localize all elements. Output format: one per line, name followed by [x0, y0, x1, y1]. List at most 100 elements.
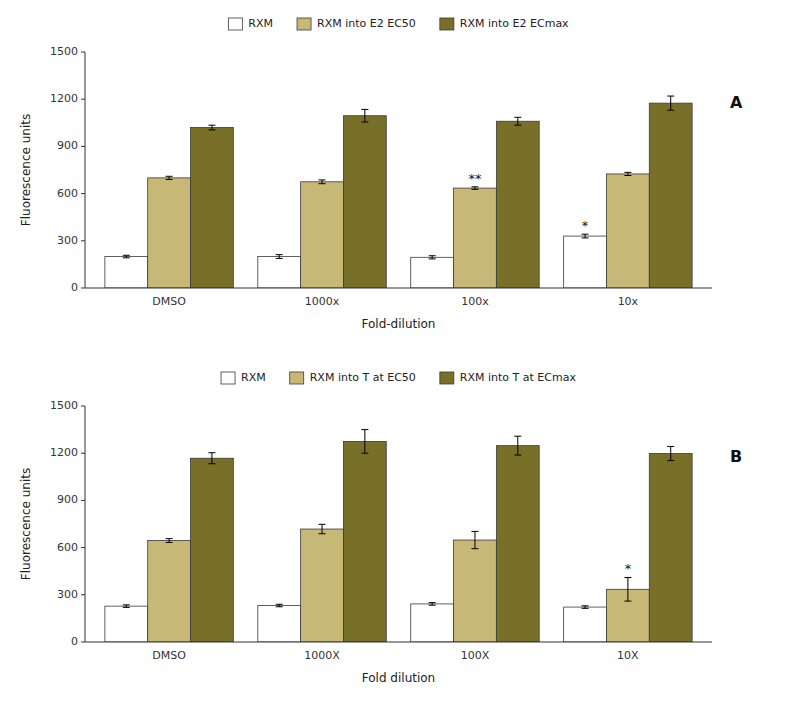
legend-swatch	[297, 18, 311, 30]
y-tick	[81, 500, 85, 501]
y-tick	[81, 52, 85, 53]
y-tick-label: 900	[57, 139, 78, 152]
y-tick	[81, 594, 85, 595]
bars	[105, 96, 692, 288]
y-tick-label: 300	[57, 234, 78, 247]
y-tick-label: 1200	[50, 446, 78, 459]
bar	[191, 458, 234, 642]
y-axis	[85, 406, 86, 642]
legend-item: RXM into E2 EC50	[297, 17, 416, 30]
bar	[105, 257, 148, 288]
bar	[454, 540, 497, 642]
y-tick	[81, 453, 85, 454]
x-axis-label: Fold dilution	[362, 671, 435, 685]
legend-item: RXM into T at ECmax	[440, 371, 577, 384]
bar	[148, 541, 191, 642]
legend-label: RXM	[248, 17, 273, 30]
error-bar	[667, 446, 674, 460]
error-bar	[429, 603, 436, 606]
y-axis	[85, 52, 86, 288]
error-bar	[582, 606, 589, 609]
error-bar	[514, 436, 521, 455]
error-bar	[276, 255, 283, 259]
error-bar	[166, 539, 173, 543]
annotation: *	[582, 218, 589, 233]
x-tick-label: DMSO	[152, 649, 186, 662]
error-bar	[667, 96, 674, 110]
bar	[301, 182, 344, 288]
bar	[411, 604, 454, 642]
y-axis-label: Fluorescence units	[19, 468, 33, 580]
legend-swatch	[440, 18, 454, 30]
error-bar	[166, 176, 173, 179]
error-bar	[319, 180, 326, 184]
y-tick	[81, 146, 85, 147]
panel: 030060090012001500DMSO1000x100x10xFold-d…	[19, 17, 743, 331]
x-axis	[85, 288, 712, 289]
error-bar	[208, 125, 215, 130]
legend-swatch	[440, 372, 454, 384]
bar	[258, 605, 301, 642]
y-tick-label: 600	[57, 187, 78, 200]
x-tick-label: 1000x	[305, 295, 340, 308]
legend-item: RXM into E2 ECmax	[440, 17, 569, 30]
y-tick-label: 1500	[50, 45, 78, 58]
legend-label: RXM into E2 ECmax	[460, 17, 569, 30]
legend-label: RXM	[241, 371, 266, 384]
y-tick-label: 600	[57, 541, 78, 554]
legend-swatch	[221, 372, 235, 384]
y-tick-label: 0	[71, 635, 78, 648]
legend-item: RXM into T at EC50	[290, 371, 416, 384]
error-bar	[429, 256, 436, 259]
panel-label: B	[730, 447, 742, 466]
bar	[496, 121, 539, 288]
error-bar	[624, 172, 631, 175]
legend: RXM RXM into T at EC50 RXM into T at ECmax	[221, 371, 576, 384]
y-tick	[81, 193, 85, 194]
y-tick	[81, 99, 85, 100]
error-bar	[624, 577, 631, 601]
annotation: *	[625, 561, 632, 576]
bar	[564, 236, 607, 288]
legend-item: RXM	[221, 371, 266, 384]
bar	[606, 174, 649, 288]
legend: RXM RXM into E2 EC50 RXM into E2 ECmax	[228, 17, 569, 30]
legend-item: RXM	[228, 17, 273, 30]
x-tick-label: DMSO	[152, 295, 186, 308]
error-bar	[123, 255, 130, 258]
chart: 030060090012001500DMSO1000x100x10xFold-d…	[0, 0, 797, 708]
bar	[301, 529, 344, 642]
bar	[258, 257, 301, 288]
error-bar	[319, 524, 326, 533]
x-tick-label: 1000X	[304, 649, 340, 662]
bar	[564, 607, 607, 642]
bar	[454, 188, 497, 288]
y-tick	[81, 547, 85, 548]
y-tick-label: 300	[57, 588, 78, 601]
error-bar	[361, 109, 368, 122]
y-tick-label: 1500	[50, 399, 78, 412]
y-tick-label: 1200	[50, 92, 78, 105]
error-bar	[276, 604, 283, 607]
legend-swatch	[290, 372, 304, 384]
error-bar	[582, 234, 589, 238]
y-tick-label: 900	[57, 493, 78, 506]
x-tick-label: 100X	[461, 649, 490, 662]
annotation: **	[468, 171, 482, 186]
y-tick-label: 0	[71, 281, 78, 294]
error-bar	[361, 430, 368, 454]
legend-label: RXM into T at EC50	[310, 371, 416, 384]
panel-label: A	[730, 93, 743, 112]
bar	[105, 606, 148, 642]
y-tick	[81, 406, 85, 407]
bars	[105, 430, 692, 642]
bar	[343, 441, 386, 642]
legend-label: RXM into T at ECmax	[460, 371, 577, 384]
bar	[343, 116, 386, 288]
legend-label: RXM into E2 EC50	[317, 17, 416, 30]
bar	[496, 446, 539, 642]
x-tick-label: 10X	[617, 649, 639, 662]
panel: 0 300 600 900 1200 1500 DMSO 1000X 100X 10X Fold d…	[19, 371, 742, 685]
bar	[191, 128, 234, 288]
legend-swatch	[228, 18, 242, 30]
